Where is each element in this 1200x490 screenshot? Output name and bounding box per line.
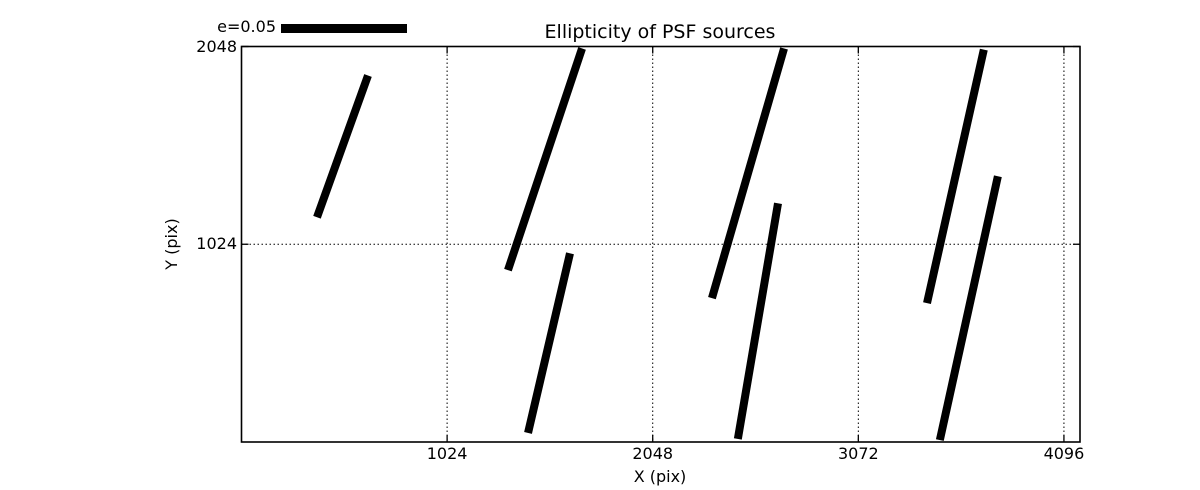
x-tick-label: 3072 [837, 444, 879, 463]
ellipticity-whisker [504, 47, 586, 272]
ellipticity-whisker [524, 252, 574, 434]
legend-scale-bar [281, 24, 407, 33]
ellipticity-whisker [935, 175, 1002, 441]
ellipticity-whisker [313, 74, 372, 219]
y-tick-label: 1024 [196, 234, 237, 254]
x-tick-label: 2048 [632, 444, 674, 463]
legend-label: e=0.05 [217, 17, 276, 36]
x-tick-label: 1024 [426, 444, 468, 463]
chart-title: Ellipticity of PSF sources [544, 21, 776, 43]
ellipticity-whisker [923, 48, 988, 305]
x-axis-label: X (pix) [633, 467, 687, 486]
x-tick-label: 4096 [1043, 444, 1085, 463]
ellipticity-whisker [733, 202, 782, 440]
y-axis-label: Y (pix) [162, 218, 181, 270]
y-tick-label: 2048 [196, 36, 237, 56]
ellipticity-whisker [708, 47, 788, 300]
